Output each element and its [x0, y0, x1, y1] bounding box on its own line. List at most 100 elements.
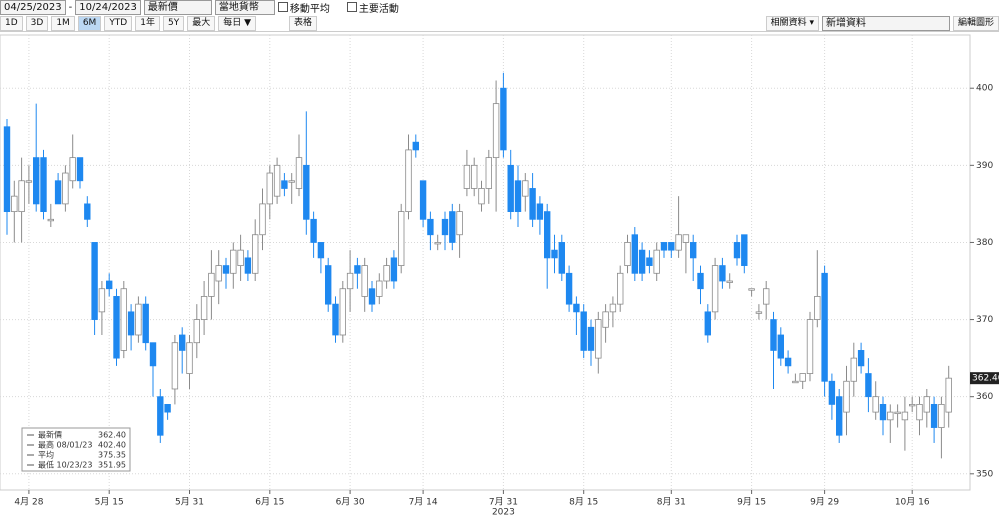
candle-body: [828, 380, 836, 405]
candle-body: [624, 242, 631, 266]
add-data-input[interactable]: 新增資料: [821, 16, 950, 31]
candle-body: [18, 180, 25, 213]
candle-body: [427, 218, 434, 236]
last-price-tag: [970, 372, 999, 385]
candle-body: [492, 103, 500, 159]
legend-label: 平均: [38, 450, 54, 460]
candle-body: [551, 249, 558, 259]
candle-body: [485, 157, 492, 189]
candle-body: [843, 380, 850, 413]
candle-body: [675, 234, 682, 251]
x-tick-label: 8月 15: [569, 497, 598, 508]
candle-body: [792, 380, 799, 384]
candle-body: [631, 234, 638, 274]
related-button[interactable]: 相關資料 ▾: [765, 16, 819, 31]
candle-body: [310, 218, 317, 243]
legend-value: 375.35: [98, 451, 126, 460]
candle-body: [135, 303, 142, 336]
field-select[interactable]: 最新價: [143, 0, 212, 15]
candle-body: [916, 403, 923, 421]
candle-body: [91, 242, 98, 320]
candle-body: [449, 211, 456, 243]
x-tick-label: 8月 31: [657, 497, 686, 508]
legend: 最新價 362.40 最高 08/01/23 402.40 平均 375.35 最低 10/…: [21, 427, 131, 472]
x-tick-label: 9月 15: [737, 497, 766, 508]
candle-body: [397, 211, 405, 266]
table-button[interactable]: 表格: [289, 16, 318, 31]
candle-body: [346, 272, 354, 290]
legend-box: [21, 427, 131, 472]
x-tick-label: 7月 31: [489, 497, 518, 508]
candle-body: [215, 265, 222, 282]
candle-body: [368, 288, 376, 305]
x-year-label: 2023: [492, 508, 515, 516]
range-button[interactable]: 6M: [77, 16, 102, 31]
range-button[interactable]: 最大: [187, 16, 216, 31]
candle-body: [690, 242, 697, 259]
candle-body: [251, 234, 259, 274]
candle-body: [273, 164, 281, 197]
candle-body: [806, 319, 814, 374]
candle-body: [646, 257, 653, 266]
candle-body: [164, 403, 171, 413]
candle-body: [127, 311, 135, 336]
candle-body: [617, 272, 624, 305]
legend-value: 351.95: [98, 461, 126, 470]
x-tick-label: 6月 30: [336, 497, 365, 508]
legend-label: 最新價: [38, 430, 62, 440]
range-button[interactable]: YTD: [104, 16, 133, 31]
candle-body: [894, 411, 901, 415]
candle-body: [230, 249, 237, 274]
candle-body: [741, 234, 748, 266]
candle-body: [339, 288, 346, 336]
candle-body: [54, 180, 62, 205]
start-date[interactable]: 04/25/2023: [0, 0, 66, 15]
candle-body: [193, 319, 200, 344]
candle-body: [850, 357, 857, 382]
candle-body: [142, 303, 149, 344]
key-events[interactable]: 主要活動: [346, 0, 399, 15]
candle-body: [945, 377, 952, 413]
range-button[interactable]: 1M: [51, 16, 75, 31]
y-tick-label: 400: [976, 84, 993, 94]
x-tick-label: 4月 28: [14, 497, 43, 508]
toolbar-row: 04/25/2023 - 10/24/2023 最新價 當地貨幣 移動平均 主要…: [0, 0, 999, 15]
plot-area: [0, 34, 971, 491]
candle-body: [609, 303, 617, 313]
range-button[interactable]: 3D: [25, 16, 49, 31]
candle-body: [288, 180, 295, 183]
toolbar-row: 1D 3D 1M 6M YTD 1年 5Y 最大 每日 ▼ 表格 相關資料 ▾ 新增資料 編輯圖形: [0, 16, 999, 32]
frequency-select[interactable]: 每日 ▼: [218, 16, 257, 31]
end-date[interactable]: 10/24/2023: [75, 0, 141, 15]
candle-body: [777, 334, 784, 359]
candle-body: [3, 126, 11, 213]
y-tick-label: 350: [976, 469, 993, 479]
range-button[interactable]: 1D: [0, 16, 23, 31]
candle-body: [500, 87, 507, 151]
candle-body: [909, 403, 916, 407]
candle-body: [697, 272, 704, 290]
candle-body: [259, 203, 266, 236]
candle-body: [748, 288, 755, 291]
range-button[interactable]: 5Y: [162, 16, 185, 31]
candle-body: [879, 403, 887, 421]
candle-body: [113, 296, 120, 359]
candle-body: [580, 311, 587, 351]
candle-body: [901, 411, 909, 421]
candle-body: [719, 265, 726, 282]
candle-body: [463, 164, 471, 189]
edit-chart-button[interactable]: 編輯圖形: [952, 16, 999, 31]
range-button[interactable]: 1年: [135, 16, 160, 31]
candle-body: [668, 242, 675, 251]
candle-body: [303, 164, 310, 220]
candle-body: [507, 164, 514, 213]
moving-average[interactable]: 移動平均: [277, 0, 330, 15]
y-tick-label: 380: [976, 238, 993, 248]
candle-body: [237, 249, 244, 266]
currency-select[interactable]: 當地貨幣: [214, 0, 275, 15]
candle-body: [354, 265, 361, 274]
candle-body: [763, 288, 770, 305]
candle-body: [149, 342, 157, 367]
candle-body: [558, 242, 565, 274]
